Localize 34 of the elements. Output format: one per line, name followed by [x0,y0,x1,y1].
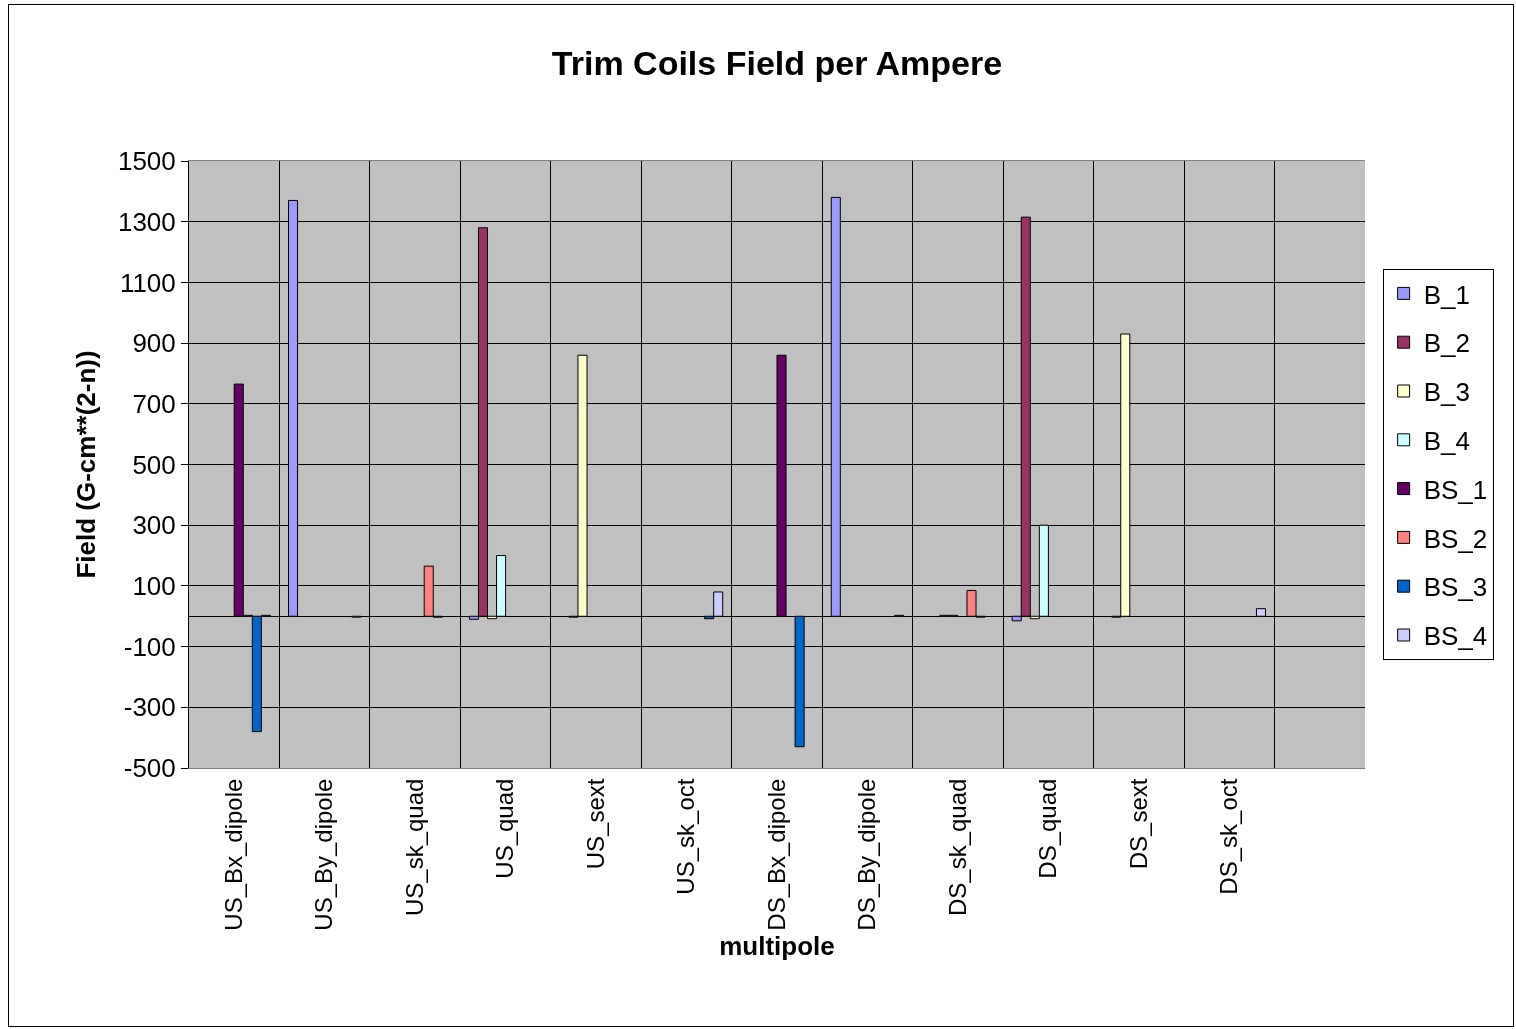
x-tick-label: DS_sk_quad [943,778,971,917]
y-tick-label: -300 [123,692,176,723]
legend-label: B_1 [1423,279,1470,310]
x-tick-label: DS_quad [1034,778,1062,879]
x-tick-label: US_sk_oct [672,778,700,895]
y-tick-label: 700 [132,388,176,419]
y-tick-label: 300 [132,510,176,541]
y-tick-label: -100 [123,631,176,662]
x-tick-label: DS_sk_oct [1215,778,1243,895]
legend-label: BS_3 [1423,572,1488,603]
chart-title: Trim Coils Field per Ampere [551,44,1003,83]
y-axis-title: Field (G-cm**(2-n)) [71,350,102,579]
legend-label: B_4 [1423,425,1470,456]
x-tick-label: DS_sext [1124,778,1152,870]
y-tick-label: 500 [132,449,176,480]
x-tick-label: US_By_dipole [310,778,338,931]
x-tick-label: US_sk_quad [400,778,428,917]
y-tick-label: -500 [123,753,176,784]
y-tick-label: 1500 [117,146,176,177]
x-tick-label: DS_Bx_dipole [762,778,790,931]
legend-label: BS_2 [1423,523,1488,554]
legend-label: BS_4 [1423,621,1488,652]
x-tick-label: DS_By_dipole [853,778,881,931]
y-tick-label: 1300 [117,206,176,237]
x-tick-label: US_Bx_dipole [220,778,248,931]
legend-label: B_2 [1423,328,1470,359]
x-tick-label: US_quad [491,778,519,879]
legend-label: B_3 [1423,377,1470,408]
y-tick-label: 1100 [119,267,176,298]
y-tick-label: 900 [132,328,176,359]
x-tick-label: US_sext [581,778,609,870]
legend-label: BS_1 [1423,474,1488,505]
y-tick-label: 100 [132,571,176,601]
x-axis-title: multipole [719,930,835,961]
